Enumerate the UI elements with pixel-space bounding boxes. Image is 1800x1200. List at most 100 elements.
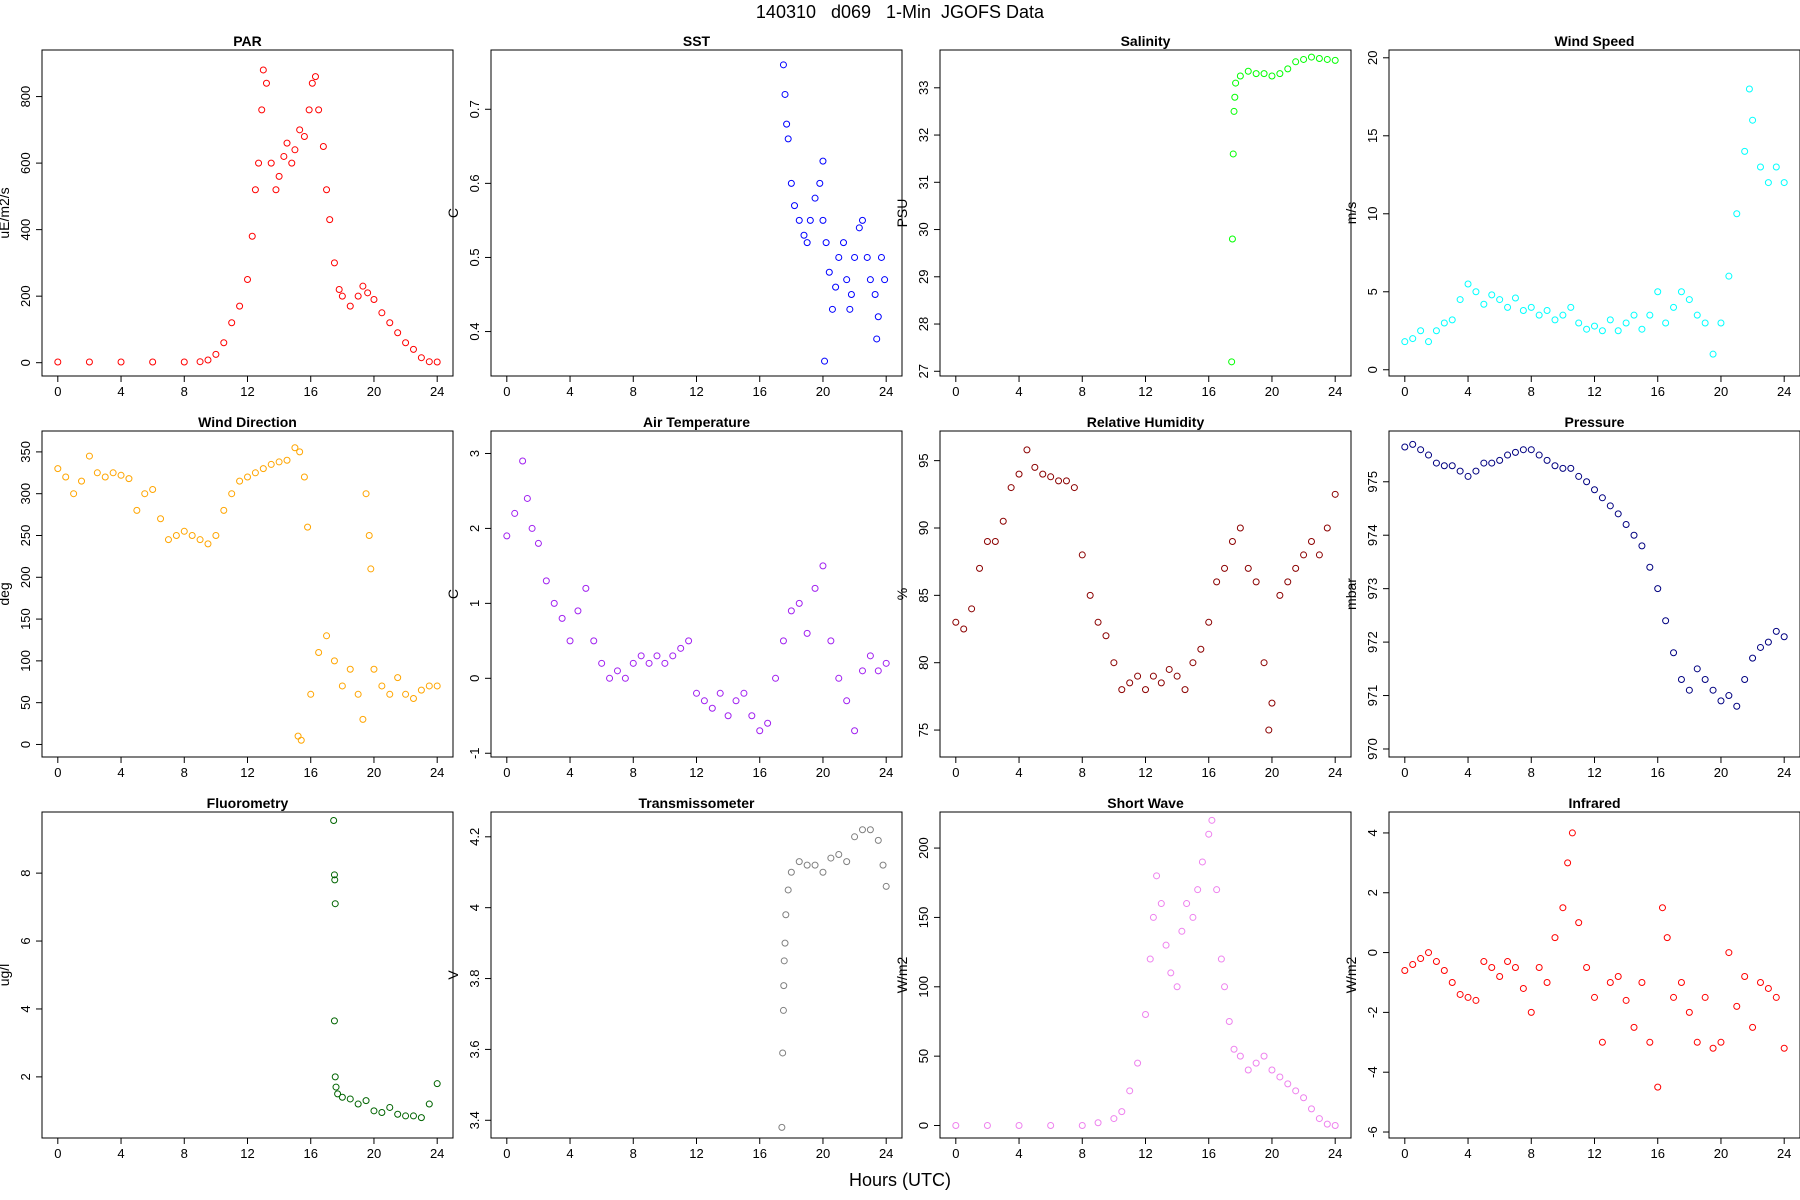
data-point xyxy=(811,194,819,202)
data-point xyxy=(629,659,637,667)
data-point xyxy=(1622,521,1630,529)
data-point xyxy=(669,652,677,660)
data-point xyxy=(1658,904,1666,912)
data-point xyxy=(1031,463,1039,471)
data-point xyxy=(1630,531,1638,539)
data-point xyxy=(1488,964,1496,972)
data-point xyxy=(1440,967,1448,975)
data-point xyxy=(1047,473,1055,481)
data-point xyxy=(262,79,270,87)
data-point xyxy=(740,689,748,697)
data-point xyxy=(1756,978,1764,986)
x-tick-label: 0 xyxy=(952,765,959,780)
data-point xyxy=(877,253,885,261)
data-point xyxy=(1568,829,1576,837)
data-point xyxy=(1157,900,1165,908)
data-point xyxy=(362,490,370,498)
data-point xyxy=(370,1107,378,1115)
data-point xyxy=(983,1122,991,1130)
data-point xyxy=(1638,542,1646,550)
data-point xyxy=(806,216,814,224)
data-point xyxy=(819,562,827,570)
y-tick-label: 0.7 xyxy=(467,100,482,118)
data-point xyxy=(330,816,338,824)
plot-frame xyxy=(41,811,454,1139)
data-point xyxy=(1276,591,1284,599)
data-point xyxy=(1709,350,1717,358)
panel-title: Wind Direction xyxy=(198,414,297,430)
data-point xyxy=(275,458,283,466)
data-point xyxy=(1741,147,1749,155)
y-tick-label: -2 xyxy=(1365,1007,1380,1019)
data-point xyxy=(1606,978,1614,986)
x-tick-label: 8 xyxy=(181,384,188,399)
panel-title: PAR xyxy=(233,33,262,49)
data-point xyxy=(78,477,86,485)
x-tick-label: 0 xyxy=(503,1146,510,1161)
y-axis-label: W/m2 xyxy=(1343,957,1359,994)
data-point xyxy=(1741,676,1749,684)
data-point xyxy=(1432,459,1440,467)
data-point xyxy=(236,302,244,310)
data-point xyxy=(1772,627,1780,635)
data-point xyxy=(323,186,331,194)
data-point xyxy=(1213,886,1221,894)
data-point xyxy=(1772,163,1780,171)
data-point xyxy=(574,607,582,615)
data-point xyxy=(1756,643,1764,651)
data-point xyxy=(296,448,304,456)
data-point xyxy=(93,469,101,477)
data-point xyxy=(1646,563,1654,571)
data-point xyxy=(228,490,236,498)
panel-par: PAR uE/m2/s 0 4 8 12 16 20 24 0 200 400 600 800 xyxy=(0,33,454,399)
x-axis-title: Hours (UTC) xyxy=(849,1170,951,1190)
data-point xyxy=(732,697,740,705)
x-tick-label: 16 xyxy=(303,384,317,399)
data-point xyxy=(433,682,441,690)
data-point xyxy=(1323,55,1331,63)
data-point xyxy=(394,1110,402,1118)
y-axis-label: uE/m2/s xyxy=(0,187,12,238)
data-point xyxy=(1236,1052,1244,1060)
data-point xyxy=(976,564,984,572)
data-point xyxy=(354,1100,362,1108)
data-point xyxy=(1780,179,1788,187)
data-point xyxy=(196,358,204,366)
y-tick-label: 4 xyxy=(467,904,482,911)
data-point xyxy=(1094,618,1102,626)
data-point xyxy=(248,232,256,240)
panel-title: Transmissometer xyxy=(639,795,755,811)
data-point xyxy=(803,861,811,869)
data-point xyxy=(1630,311,1638,319)
data-point xyxy=(843,697,851,705)
data-point xyxy=(251,469,259,477)
y-axis-label: mbar xyxy=(1343,578,1359,610)
data-point xyxy=(1456,990,1464,998)
data-point xyxy=(1670,993,1678,1001)
x-tick-label: 16 xyxy=(752,384,766,399)
x-tick-label: 8 xyxy=(181,765,188,780)
data-point xyxy=(1007,484,1015,492)
data-point xyxy=(1496,456,1504,464)
data-point xyxy=(1055,477,1063,485)
x-tick-label: 0 xyxy=(952,384,959,399)
data-point xyxy=(1741,972,1749,980)
y-tick-label: 28 xyxy=(916,317,931,331)
data-point xyxy=(781,939,789,947)
panel-title: Pressure xyxy=(1565,414,1625,430)
data-point xyxy=(1228,537,1236,545)
data-point xyxy=(394,329,402,337)
data-point xyxy=(1323,524,1331,532)
data-point xyxy=(1677,978,1685,986)
panel-short-wave: Short Wave W/m2 0 4 8 12 16 20 24 0 50 100 150 200 xyxy=(894,795,1352,1161)
data-point xyxy=(827,854,835,862)
data-point xyxy=(294,732,302,740)
data-point xyxy=(1575,472,1583,480)
data-point xyxy=(394,674,402,682)
data-point xyxy=(1448,316,1456,324)
data-point xyxy=(1440,319,1448,327)
data-point xyxy=(874,667,882,675)
x-tick-label: 8 xyxy=(630,1146,637,1161)
x-tick-label: 4 xyxy=(1464,1146,1471,1161)
